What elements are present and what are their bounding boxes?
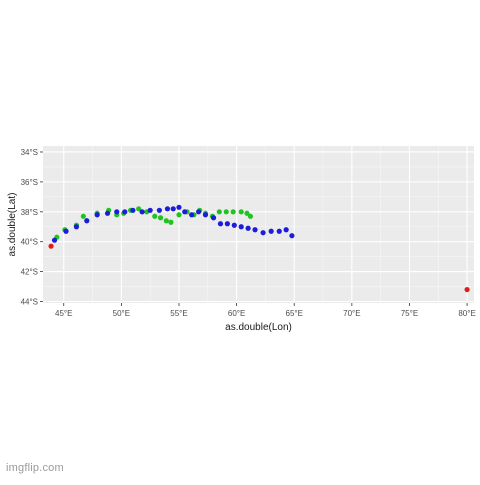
data-point — [63, 228, 69, 234]
data-point — [202, 212, 209, 218]
x-tick-label: 65°E — [286, 309, 303, 318]
data-point — [80, 213, 86, 219]
data-point — [238, 209, 244, 215]
x-tick-label: 80°E — [458, 309, 475, 318]
data-point — [268, 228, 274, 234]
x-axis-title: as.double(Lon) — [225, 322, 292, 333]
data-point — [168, 219, 174, 225]
data-point — [189, 212, 195, 218]
data-point — [114, 209, 120, 215]
data-point — [164, 206, 171, 212]
data-point — [210, 215, 217, 221]
y-tick-label: 42°S — [21, 268, 38, 277]
data-point — [51, 237, 58, 243]
data-point — [147, 207, 153, 213]
x-axis: 45°E 50°E 55°E 60°E 65°E 70°E 75°E 80°E — [55, 303, 476, 318]
x-tick-label: 75°E — [401, 309, 418, 318]
data-point — [216, 209, 222, 215]
y-axis-title: as.double(Lat) — [7, 193, 18, 257]
data-point — [156, 207, 162, 213]
data-point — [217, 221, 224, 227]
x-tick-label: 60°E — [228, 309, 245, 318]
data-point — [231, 222, 237, 228]
data-point — [238, 224, 244, 230]
y-tick-label: 36°S — [21, 178, 38, 187]
data-point — [130, 207, 136, 213]
data-point — [122, 209, 128, 215]
data-point — [182, 209, 188, 215]
data-point — [244, 210, 250, 216]
data-point — [157, 215, 164, 221]
y-tick-label: 40°S — [21, 238, 38, 247]
x-tick-label: 55°E — [170, 309, 187, 318]
data-points — [48, 204, 470, 293]
y-tick-label: 44°S — [21, 298, 38, 307]
data-point — [260, 230, 266, 236]
major-gridlines — [43, 146, 474, 303]
data-point — [247, 213, 254, 219]
watermark-text: imgflip.com — [6, 462, 64, 474]
data-point — [276, 228, 282, 234]
data-point — [104, 210, 111, 216]
data-point — [48, 243, 54, 249]
data-point — [224, 221, 230, 227]
data-point — [73, 224, 80, 230]
data-point — [230, 209, 236, 215]
data-point — [152, 213, 158, 219]
plot-panel — [43, 146, 474, 303]
data-point — [94, 212, 100, 218]
data-point — [245, 225, 251, 231]
data-point — [176, 204, 182, 210]
data-point — [163, 218, 169, 224]
data-point — [136, 206, 142, 212]
data-point — [252, 227, 258, 233]
y-tick-label: 34°S — [21, 148, 38, 157]
x-tick-label: 50°E — [113, 309, 130, 318]
minor-gridlines — [43, 146, 474, 303]
data-point — [84, 218, 90, 224]
data-point — [289, 233, 295, 239]
data-point — [283, 227, 289, 233]
x-tick-label: 45°E — [55, 309, 72, 318]
data-point — [464, 286, 470, 293]
data-point — [223, 209, 229, 215]
data-point — [195, 209, 202, 215]
data-point — [170, 206, 176, 212]
data-point — [176, 212, 182, 218]
x-tick-label: 70°E — [343, 309, 360, 318]
data-point — [139, 209, 145, 215]
y-axis: 34°S 36°S 38°S 40°S 42°S 44°S — [21, 148, 43, 307]
y-tick-label: 38°S — [21, 208, 38, 217]
